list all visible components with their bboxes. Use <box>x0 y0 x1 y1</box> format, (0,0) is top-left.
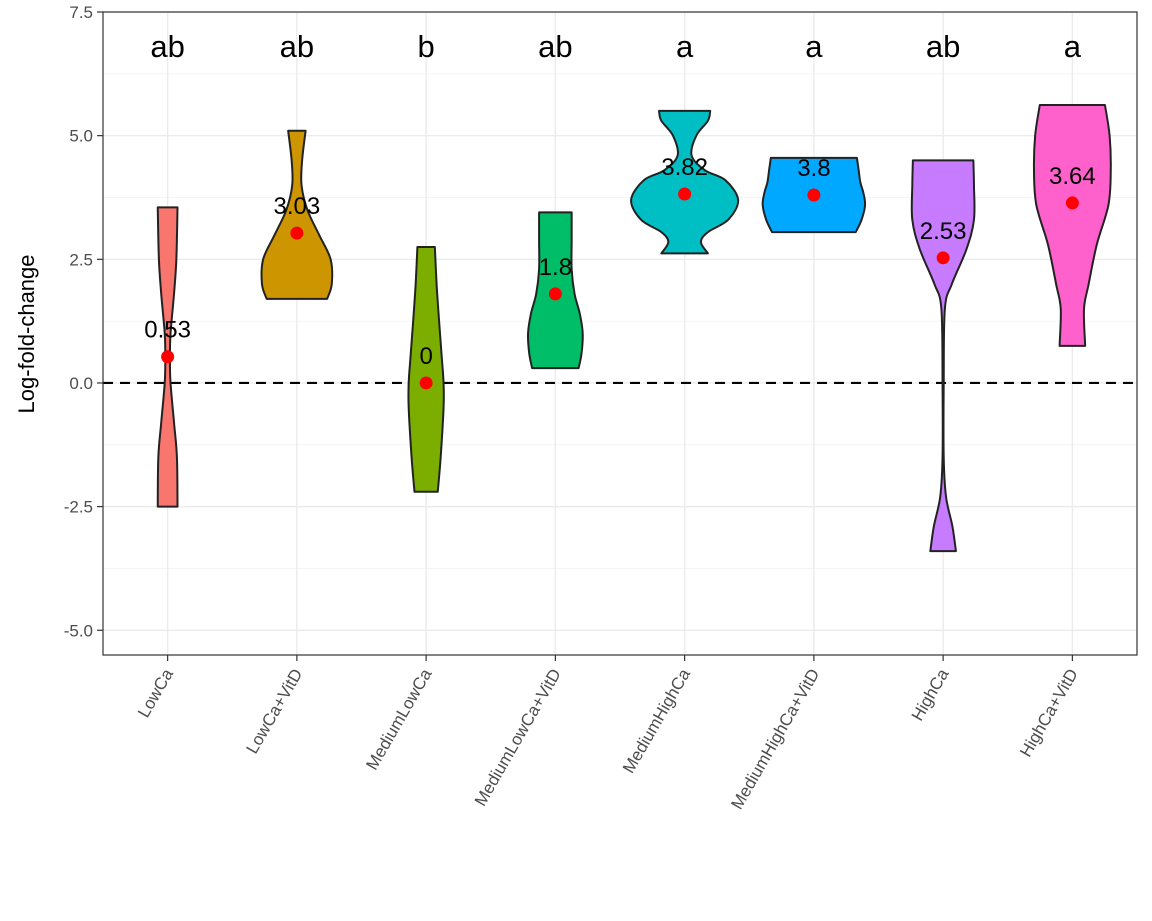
y-tick-label: 7.5 <box>69 3 93 22</box>
significance-letter: ab <box>150 29 184 64</box>
significance-letter: ab <box>538 29 572 64</box>
median-point <box>290 226 304 240</box>
median-label: 0.53 <box>144 317 191 344</box>
y-tick-label: 0.0 <box>69 374 93 393</box>
median-label: 3.82 <box>661 154 708 181</box>
median-label: 3.64 <box>1049 163 1096 190</box>
median-labels: 0.53 3.03 0 1.8 3.82 3.8 2.53 3.64 <box>144 154 1095 370</box>
median-point <box>1065 196 1079 210</box>
median-point <box>936 251 950 265</box>
median-label: 3.03 <box>274 193 321 220</box>
significance-letter: ab <box>926 29 960 64</box>
violin-group <box>156 103 1112 553</box>
y-tick-label: 5.0 <box>69 127 93 146</box>
x-axis: LowCa LowCa+VitD MediumLowCa MediumLowCa+Vi… <box>134 655 1082 813</box>
y-tick-label: 2.5 <box>69 250 93 269</box>
x-tick-label: HighCa <box>908 665 953 724</box>
panel-border <box>102 11 1138 656</box>
median-label: 2.53 <box>920 218 967 245</box>
median-point <box>678 187 692 201</box>
x-tick-label: LowCa+VitD <box>243 666 307 757</box>
significance-letter: a <box>676 29 694 64</box>
y-tick-label: -2.5 <box>64 498 93 517</box>
significance-letter: a <box>805 29 823 64</box>
significance-letters: ab ab b ab a a ab a <box>150 29 1081 64</box>
y-axis: 7.5 5.0 2.5 0.0 -2.5 -5.0 <box>64 3 103 640</box>
x-tick-label: MediumLowCa+VitD <box>471 666 565 810</box>
violin-MediumLowCa <box>407 245 445 493</box>
violin-LowCa+VitD <box>260 129 334 300</box>
median-label: 3.8 <box>797 155 830 182</box>
median-point <box>548 287 562 301</box>
violin-HighCa+VitD <box>1032 103 1112 347</box>
x-tick-label: MediumHighCa <box>619 665 694 776</box>
significance-letter: b <box>418 29 435 64</box>
significance-letter: a <box>1064 29 1082 64</box>
median-points <box>161 187 1079 390</box>
x-tick-label: MediumLowCa <box>362 665 435 773</box>
violin-HighCa <box>910 159 976 553</box>
y-axis-title: Log-fold-change <box>14 254 39 413</box>
x-tick-label: LowCa <box>134 665 177 721</box>
median-point <box>807 188 821 202</box>
violin-MediumHighCa <box>630 109 740 255</box>
x-tick-label: HighCa+VitD <box>1016 666 1082 761</box>
x-tick-label: MediumHighCa+VitD <box>727 666 823 813</box>
median-point <box>419 376 433 390</box>
median-label: 0 <box>419 343 432 370</box>
panel-background <box>103 12 1137 655</box>
median-label: 1.8 <box>539 254 572 281</box>
y-tick-label: -5.0 <box>64 621 93 640</box>
median-point <box>161 350 175 364</box>
significance-letter: ab <box>280 29 314 64</box>
